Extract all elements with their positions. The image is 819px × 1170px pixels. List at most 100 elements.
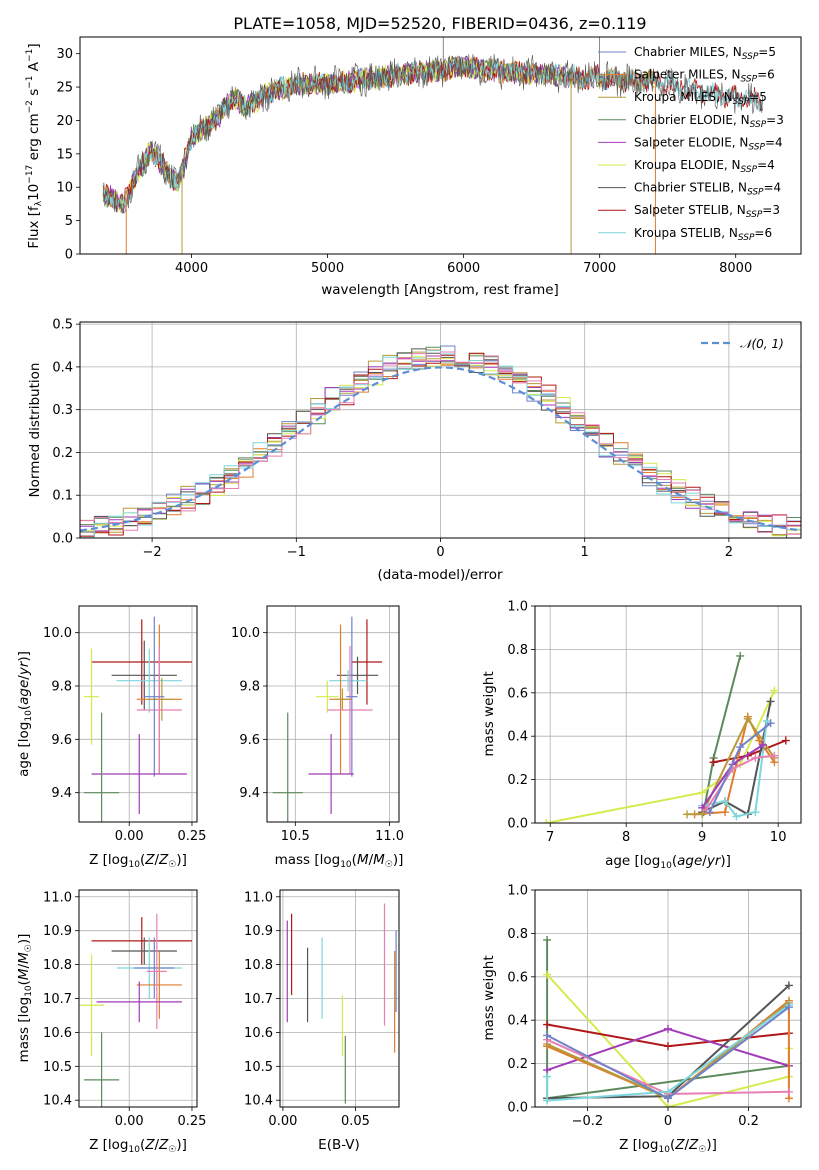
y-tick-label: 10 [56, 181, 73, 196]
mass_weight_vs_age-axes: 7 8 9 10 0.0 0.2 0.4 0.6 0.8 1.0 [507, 600, 802, 845]
y-tick-label: 11.0 [244, 890, 273, 905]
mass-weight-line [546, 1004, 790, 1102]
plus-marker [736, 743, 745, 752]
age-vs-Z-ylabel: age [log10(age/yr)] [16, 651, 34, 777]
x-tick-label: 7000 [583, 261, 616, 276]
plot-area [84, 616, 192, 822]
plus-marker [721, 808, 729, 817]
x-tick-label: 10 [770, 830, 787, 845]
axes-frame [79, 36, 802, 255]
plus-marker [766, 697, 775, 706]
plus-marker [721, 797, 729, 806]
y-tick-label: 10.8 [244, 958, 273, 973]
y-tick-label: 0.2 [52, 446, 73, 461]
x-tick-label: −1 [287, 545, 306, 560]
axes-frame [79, 321, 802, 539]
plus-marker [543, 1031, 552, 1040]
normal-curve [80, 366, 801, 532]
y-tick-label: 10.5 [43, 1060, 72, 1075]
plus-marker [543, 1096, 552, 1105]
normal-legend-label: 𝒩(0, 1) [740, 337, 784, 351]
axes-frame [534, 605, 802, 824]
y-tick-label: 20 [56, 114, 73, 129]
plot-area [79, 913, 192, 1107]
plus-marker [784, 1003, 793, 1012]
plus-marker [543, 970, 552, 979]
x-tick-label: 0 [436, 545, 444, 560]
plot-area [102, 37, 763, 254]
mass-weight-line [702, 655, 742, 813]
y-tick-label: 10.0 [231, 626, 260, 641]
legend-label: Kroupa ELODIE, NSSP=4 [634, 158, 775, 175]
axes-frame [534, 889, 802, 1108]
y-tick-label: 10.7 [244, 992, 273, 1007]
plus-marker [770, 686, 779, 695]
y-tick-label: 11.0 [43, 890, 72, 905]
mass-weight-vs-age-ylabel: mass weight [481, 671, 497, 756]
y-tick-label: 0.3 [52, 403, 73, 418]
x-tick-label: 2 [725, 545, 733, 560]
mass-weight-vs-age-xlabel: age [log10(age/yr)] [605, 853, 731, 871]
y-tick-label: 5 [65, 214, 73, 229]
age-vs-Z-xlabel: Z [log10(Z/Z☉)] [89, 852, 187, 870]
age_vs_mass-axes: 10.5 11.0 9.4 9.6 9.8 10.0 [231, 605, 404, 844]
plus-marker [751, 753, 760, 762]
y-tick-label: 10.8 [43, 958, 72, 973]
residual-ylabel: Normed distribution [27, 363, 43, 498]
plus-marker [664, 1024, 672, 1033]
mass-weight-line [687, 716, 776, 816]
axes-frame [279, 889, 400, 1108]
plus-marker [664, 1042, 672, 1051]
x-tick-label: 6000 [447, 261, 480, 276]
x-tick-label: 4000 [175, 261, 208, 276]
plus-marker [664, 1094, 672, 1103]
y-tick-label: 10.4 [244, 1094, 273, 1109]
x-tick-label: −0.2 [572, 1114, 604, 1129]
y-tick-label: 0.4 [507, 730, 528, 745]
plus-marker [664, 1103, 672, 1107]
y-tick-label: 9.6 [239, 733, 260, 748]
y-tick-label: 0.4 [507, 1014, 528, 1029]
y-tick-label: 10.9 [43, 924, 72, 939]
plus-marker [784, 1087, 793, 1096]
y-tick-label: 0.6 [507, 970, 528, 985]
axes-frame [78, 889, 198, 1108]
x-tick-label: 0 [664, 1114, 672, 1129]
x-tick-label: 0.2 [738, 1114, 759, 1129]
plus-marker [781, 736, 790, 745]
plus-marker [784, 981, 793, 990]
plus-marker [732, 812, 741, 821]
y-tick-label: 30 [56, 47, 73, 62]
legend-label: Salpeter STELIB, NSSP=3 [634, 203, 780, 220]
y-tick-label: 10.0 [43, 626, 72, 641]
y-tick-label: 10.6 [244, 1026, 273, 1041]
x-tick-label: 0.05 [341, 1114, 370, 1129]
mass-weight-line [546, 690, 776, 823]
x-tick-label: 8000 [719, 261, 752, 276]
plus-marker [766, 719, 775, 728]
y-tick-label: 9.8 [51, 680, 72, 695]
plus-marker [759, 740, 767, 749]
legend-label: Salpeter MILES, NSSP=6 [634, 68, 775, 85]
x-tick-label: 0.00 [115, 1114, 144, 1129]
residual-axes: −2 −1 0 1 2 0.0 0.1 0.2 0.3 0.4 0.5 [52, 318, 802, 560]
plot-area [286, 903, 397, 1104]
x-tick-label: 9 [698, 830, 706, 845]
x-tick-label: 8 [622, 830, 630, 845]
plot-area [80, 345, 801, 538]
plus-marker [770, 751, 779, 760]
spectrum-xlabel: wavelength [Angstrom, rest frame] [321, 282, 559, 298]
mass-vs-Z-xlabel: Z [log10(Z/Z☉)] [89, 1137, 187, 1155]
plus-marker [743, 714, 752, 723]
y-tick-label: 10.4 [43, 1094, 72, 1109]
x-tick-label: 7 [546, 830, 554, 845]
plot-area [543, 935, 793, 1107]
y-tick-label: 0.2 [507, 773, 528, 788]
legend-label: Chabrier MILES, NSSP=5 [634, 45, 776, 62]
x-tick-label: 10.5 [281, 829, 310, 844]
y-tick-label: 9.8 [239, 680, 260, 695]
y-tick-label: 9.4 [51, 786, 72, 801]
chart-title: PLATE=1058, MJD=52520, FIBERID=0436, z=0… [233, 14, 646, 33]
y-tick-label: 10.9 [244, 924, 273, 939]
y-tick-label: 0.0 [507, 1101, 528, 1116]
